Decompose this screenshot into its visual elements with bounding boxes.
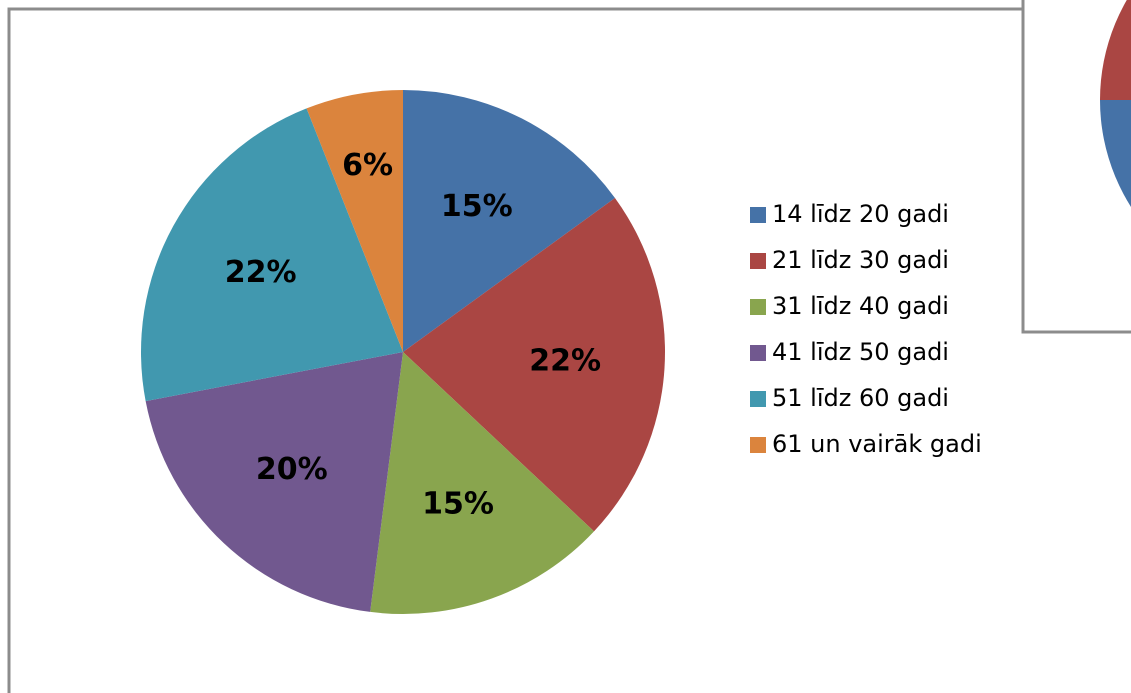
overlapping-chart <box>1021 0 1131 334</box>
pie-slice <box>141 108 403 402</box>
legend-label: 14 līdz 20 gadi <box>772 200 949 228</box>
legend-swatch <box>750 207 766 223</box>
legend-swatch <box>750 345 766 361</box>
legend-label: 51 līdz 60 gadi <box>772 384 949 412</box>
data-label: 20% <box>256 452 328 487</box>
data-label: 15% <box>441 189 513 224</box>
legend-swatch <box>750 299 766 315</box>
pie-slice <box>145 352 403 612</box>
legend-swatch <box>750 437 766 453</box>
legend-label: 41 līdz 50 gadi <box>772 338 949 366</box>
legend-swatch <box>750 253 766 269</box>
pie-slice <box>403 90 615 352</box>
legend-label: 21 līdz 30 gadi <box>772 246 949 274</box>
plot-area: 15% 22% 15% 20% 22% 6% 14 līdz 20 gadi 21 līdz … <box>141 90 982 614</box>
pie-slice <box>403 198 665 532</box>
overlap-slice <box>1100 0 1131 100</box>
data-label: 22% <box>225 255 297 290</box>
data-label: 22% <box>529 344 601 379</box>
legend-swatch <box>750 391 766 407</box>
pie-slice <box>306 90 403 352</box>
data-label: 15% <box>422 486 494 521</box>
legend-label: 31 līdz 40 gadi <box>772 292 949 320</box>
legend-label: 61 un vairāk gadi <box>772 430 982 458</box>
overlap-slice <box>1100 100 1131 207</box>
pie-slice <box>370 352 594 614</box>
data-label: 6% <box>342 148 393 183</box>
